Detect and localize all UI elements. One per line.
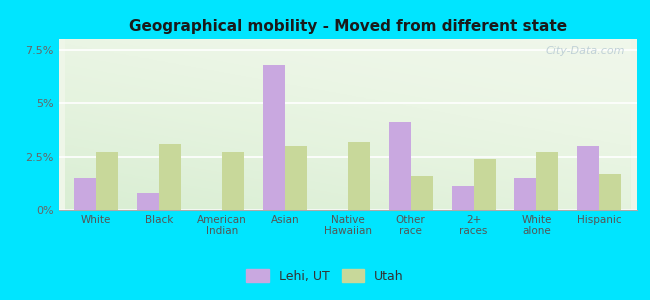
Bar xyxy=(74,178,96,210)
Bar xyxy=(577,146,599,210)
Bar xyxy=(285,146,307,210)
Legend: Lehi, UT, Utah: Lehi, UT, Utah xyxy=(241,264,409,288)
Bar xyxy=(96,152,118,210)
Bar xyxy=(389,122,411,210)
Bar xyxy=(473,159,495,210)
Text: City-Data.com: City-Data.com xyxy=(546,46,625,56)
Bar xyxy=(159,144,181,210)
Bar xyxy=(222,152,244,210)
Bar xyxy=(411,176,433,210)
Bar xyxy=(452,187,473,210)
Bar xyxy=(137,193,159,210)
Bar xyxy=(514,178,536,210)
Bar xyxy=(348,142,370,210)
Bar xyxy=(536,152,558,210)
Bar xyxy=(599,174,621,210)
Bar xyxy=(263,65,285,210)
Title: Geographical mobility - Moved from different state: Geographical mobility - Moved from diffe… xyxy=(129,19,567,34)
